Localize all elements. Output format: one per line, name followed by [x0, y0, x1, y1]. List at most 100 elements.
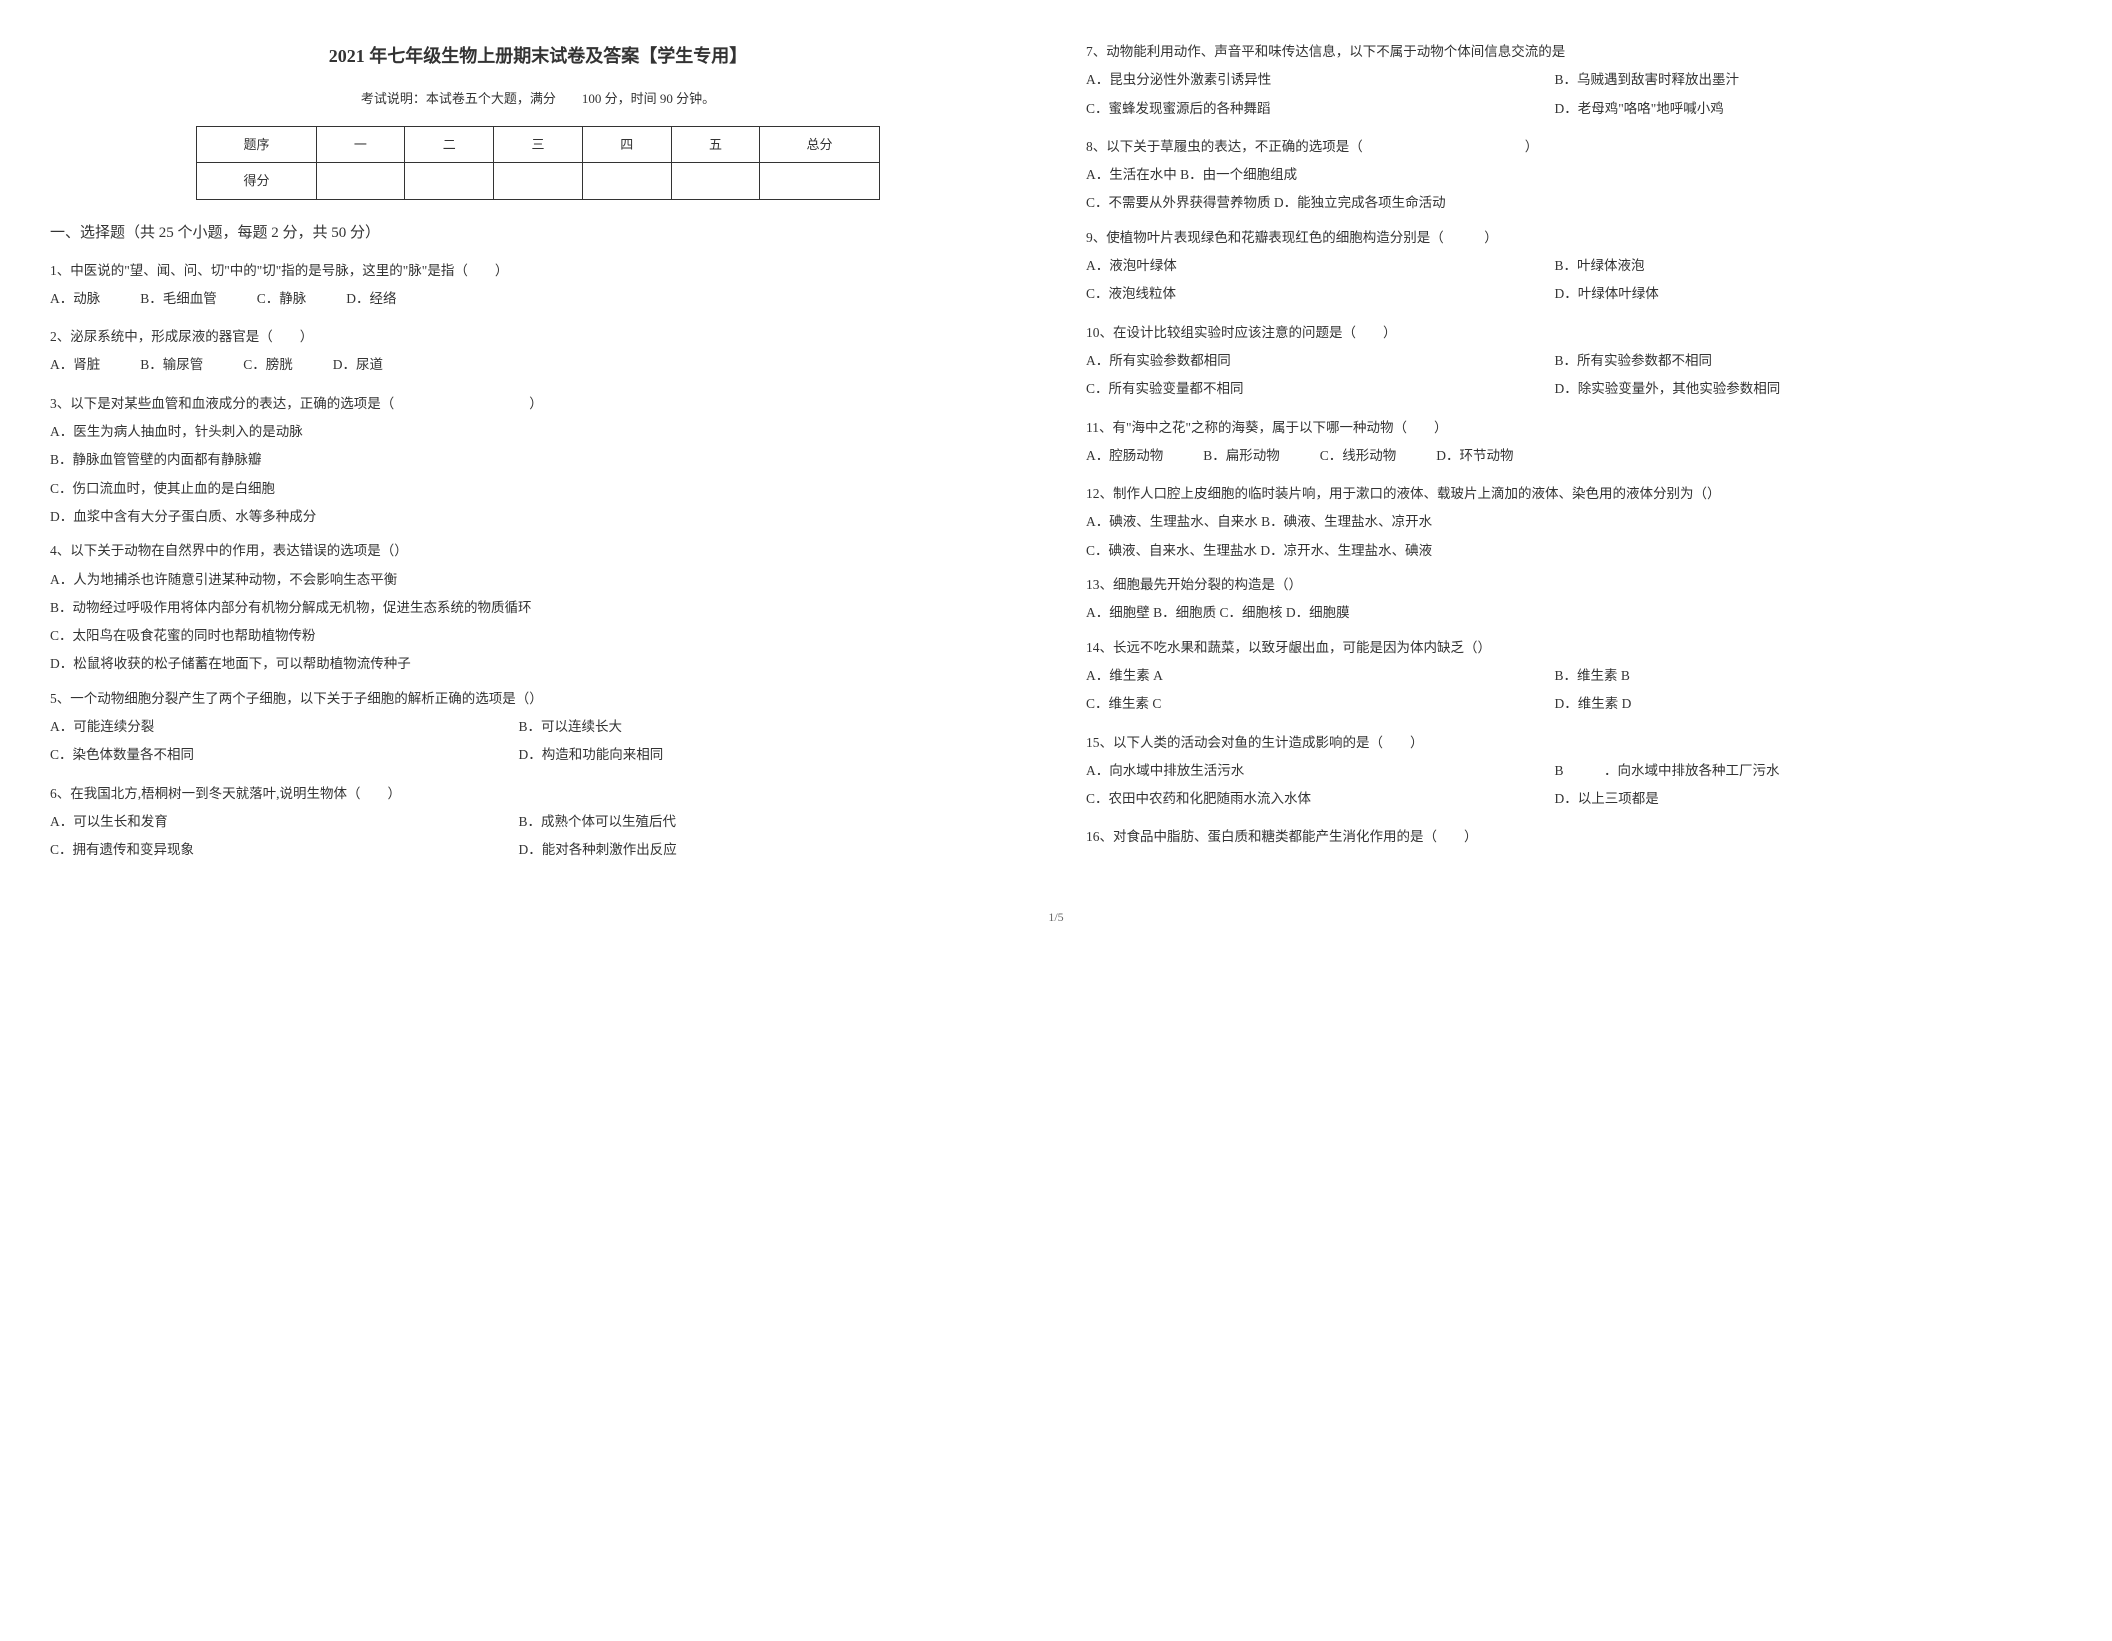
- option-ab: A．生活在水中 B．由一个细胞组成: [1086, 163, 2062, 187]
- option-d: D．能对各种刺激作出反应: [518, 838, 986, 862]
- score-table: 题序 一 二 三 四 五 总分 得分: [196, 126, 879, 200]
- score-cell: [405, 163, 494, 199]
- option-d: D．构造和功能向来相同: [518, 743, 986, 767]
- option-d: D．经络: [346, 287, 396, 311]
- question-stem: 3、以下是对某些血管和血液成分的表达，正确的选项是（ ）: [50, 392, 1026, 416]
- question-stem: 9、使植物叶片表现绿色和花瓣表现红色的细胞构造分别是（ ）: [1086, 226, 2062, 250]
- question-stem: 8、以下关于草履虫的表达，不正确的选项是（ ）: [1086, 135, 2062, 159]
- question-1: 1、中医说的"望、闻、问、切"中的"切"指的是号脉，这里的"脉"是指（ ） A．…: [50, 259, 1026, 316]
- page-number: 1/5: [50, 907, 2062, 929]
- question-stem: 4、以下关于动物在自然界中的作用，表达错误的选项是（）: [50, 539, 1026, 563]
- section-title: 一、选择题（共 25 个小题，每题 2 分，共 50 分）: [50, 220, 1026, 247]
- question-stem: 15、以下人类的活动会对鱼的生计造成影响的是（ ）: [1086, 731, 2062, 755]
- option-b: B．可以连续长大: [518, 715, 986, 739]
- header-cell: 总分: [760, 126, 879, 162]
- question-stem: 10、在设计比较组实验时应该注意的问题是（ ）: [1086, 321, 2062, 345]
- option-d: D．以上三项都是: [1554, 787, 2022, 811]
- option-b: B．叶绿体液泡: [1554, 254, 2022, 278]
- page-title: 2021 年七年级生物上册期末试卷及答案【学生专用】: [50, 40, 1026, 72]
- question-stem: 11、有"海中之花"之称的海葵，属于以下哪一种动物（ ）: [1086, 416, 2062, 440]
- question-2: 2、泌尿系统中，形成尿液的器官是（ ） A．肾脏 B．输尿管 C．膀胱 D．尿道: [50, 325, 1026, 382]
- question-14: 14、长远不吃水果和蔬菜，以致牙龈出血，可能是因为体内缺乏（） A．维生素 A …: [1086, 636, 2062, 721]
- question-9: 9、使植物叶片表现绿色和花瓣表现红色的细胞构造分别是（ ） A．液泡叶绿体 B．…: [1086, 226, 2062, 311]
- header-cell: 一: [316, 126, 405, 162]
- option-b: B．输尿管: [140, 353, 203, 377]
- option-d: D．尿道: [333, 353, 383, 377]
- option-a: A．可以生长和发育: [50, 810, 518, 834]
- question-4: 4、以下关于动物在自然界中的作用，表达错误的选项是（） A．人为地捕杀也许随意引…: [50, 539, 1026, 676]
- option-c: C．拥有遗传和变异现象: [50, 838, 518, 862]
- exam-subtitle: 考试说明：本试卷五个大题，满分 100 分，时间 90 分钟。: [50, 87, 1026, 110]
- question-12: 12、制作人口腔上皮细胞的临时装片响，用于漱口的液体、载玻片上滴加的液体、染色用…: [1086, 482, 2062, 563]
- option-c: C．静脉: [257, 287, 307, 311]
- option-b: B．扁形动物: [1203, 444, 1280, 468]
- option-d: D．除实验变量外，其他实验参数相同: [1554, 377, 2022, 401]
- table-header-row: 题序 一 二 三 四 五 总分: [197, 126, 879, 162]
- question-stem: 12、制作人口腔上皮细胞的临时装片响，用于漱口的液体、载玻片上滴加的液体、染色用…: [1086, 482, 2062, 506]
- option-c: C．膀胱: [243, 353, 293, 377]
- option-b: B．毛细血管: [140, 287, 217, 311]
- option-a: A．腔肠动物: [1086, 444, 1163, 468]
- option-c: C．农田中农药和化肥随雨水流入水体: [1086, 787, 1554, 811]
- option-a: A．向水域中排放生活污水: [1086, 759, 1554, 783]
- question-13: 13、细胞最先开始分裂的构造是（） A．细胞壁 B．细胞质 C．细胞核 D．细胞…: [1086, 573, 2062, 626]
- option-c: C．太阳鸟在吸食花蜜的同时也帮助植物传粉: [50, 624, 1026, 648]
- question-stem: 14、长远不吃水果和蔬菜，以致牙龈出血，可能是因为体内缺乏（）: [1086, 636, 2062, 660]
- option-b: B．所有实验参数都不相同: [1554, 349, 2022, 373]
- option-a: A．人为地捕杀也许随意引进某种动物，不会影响生态平衡: [50, 568, 1026, 592]
- question-stem: 2、泌尿系统中，形成尿液的器官是（ ）: [50, 325, 1026, 349]
- option-c: C．所有实验变量都不相同: [1086, 377, 1554, 401]
- option-cd: C．不需要从外界获得营养物质 D．能独立完成各项生命活动: [1086, 191, 2062, 215]
- option-a: A．肾脏: [50, 353, 100, 377]
- option-a: A．可能连续分裂: [50, 715, 518, 739]
- option-b: B．静脉血管管壁的内面都有静脉瓣: [50, 448, 1026, 472]
- option-a: A．所有实验参数都相同: [1086, 349, 1554, 373]
- header-cell: 二: [405, 126, 494, 162]
- score-cell: [316, 163, 405, 199]
- option-ab: A．碘液、生理盐水、自来水 B．碘液、生理盐水、凉开水: [1086, 510, 2062, 534]
- option-d: D．维生素 D: [1554, 692, 2022, 716]
- question-7: 7、动物能利用动作、声音平和味传达信息，以下不属于动物个体间信息交流的是 A．昆…: [1086, 40, 2062, 125]
- score-cell: [582, 163, 671, 199]
- left-column: 2021 年七年级生物上册期末试卷及答案【学生专用】 考试说明：本试卷五个大题，…: [50, 40, 1026, 877]
- option-a: A．维生素 A: [1086, 664, 1554, 688]
- option-c: C．维生素 C: [1086, 692, 1554, 716]
- score-cell: [671, 163, 760, 199]
- option-d: D．叶绿体叶绿体: [1554, 282, 2022, 306]
- option-a: A．动脉: [50, 287, 100, 311]
- question-15: 15、以下人类的活动会对鱼的生计造成影响的是（ ） A．向水域中排放生活污水 B…: [1086, 731, 2062, 816]
- score-cell: [494, 163, 583, 199]
- score-cell: [760, 163, 879, 199]
- question-6: 6、在我国北方,梧桐树一到冬天就落叶,说明生物体（ ） A．可以生长和发育 B．…: [50, 782, 1026, 867]
- option-b: B ．向水域中排放各种工厂污水: [1554, 759, 2022, 783]
- header-cell: 四: [582, 126, 671, 162]
- question-stem: 5、一个动物细胞分裂产生了两个子细胞，以下关于子细胞的解析正确的选项是（）: [50, 687, 1026, 711]
- right-column: 7、动物能利用动作、声音平和味传达信息，以下不属于动物个体间信息交流的是 A．昆…: [1086, 40, 2062, 877]
- question-11: 11、有"海中之花"之称的海葵，属于以下哪一种动物（ ） A．腔肠动物 B．扁形…: [1086, 416, 2062, 473]
- option-a: A．医生为病人抽血时，针头刺入的是动脉: [50, 420, 1026, 444]
- option-cd: C．碘液、自来水、生理盐水 D．凉开水、生理盐水、碘液: [1086, 539, 2062, 563]
- header-cell: 五: [671, 126, 760, 162]
- table-score-row: 得分: [197, 163, 879, 199]
- header-cell: 题序: [197, 126, 316, 162]
- question-5: 5、一个动物细胞分裂产生了两个子细胞，以下关于子细胞的解析正确的选项是（） A．…: [50, 687, 1026, 772]
- option-d: D．环节动物: [1436, 444, 1513, 468]
- option-d: D．老母鸡"咯咯"地呼喊小鸡: [1554, 97, 2022, 121]
- question-stem: 6、在我国北方,梧桐树一到冬天就落叶,说明生物体（ ）: [50, 782, 1026, 806]
- option-c: C．染色体数量各不相同: [50, 743, 518, 767]
- option-c: C．液泡线粒体: [1086, 282, 1554, 306]
- question-stem: 16、对食品中脂肪、蛋白质和糖类都能产生消化作用的是（ ）: [1086, 825, 2062, 849]
- question-3: 3、以下是对某些血管和血液成分的表达，正确的选项是（ ） A．医生为病人抽血时，…: [50, 392, 1026, 529]
- row-label: 得分: [197, 163, 316, 199]
- option-a: A．昆虫分泌性外激素引诱异性: [1086, 68, 1554, 92]
- option-c: C．伤口流血时，使其止血的是白细胞: [50, 477, 1026, 501]
- option-b: B．动物经过呼吸作用将体内部分有机物分解成无机物，促进生态系统的物质循环: [50, 596, 1026, 620]
- option-abcd: A．细胞壁 B．细胞质 C．细胞核 D．细胞膜: [1086, 601, 2062, 625]
- option-d: D．松鼠将收获的松子储蓄在地面下，可以帮助植物流传种子: [50, 652, 1026, 676]
- question-stem: 7、动物能利用动作、声音平和味传达信息，以下不属于动物个体间信息交流的是: [1086, 40, 2062, 64]
- option-c: C．蜜蜂发现蜜源后的各种舞蹈: [1086, 97, 1554, 121]
- question-16: 16、对食品中脂肪、蛋白质和糖类都能产生消化作用的是（ ）: [1086, 825, 2062, 849]
- question-stem: 13、细胞最先开始分裂的构造是（）: [1086, 573, 2062, 597]
- option-d: D．血浆中含有大分子蛋白质、水等多种成分: [50, 505, 1026, 529]
- option-c: C．线形动物: [1320, 444, 1397, 468]
